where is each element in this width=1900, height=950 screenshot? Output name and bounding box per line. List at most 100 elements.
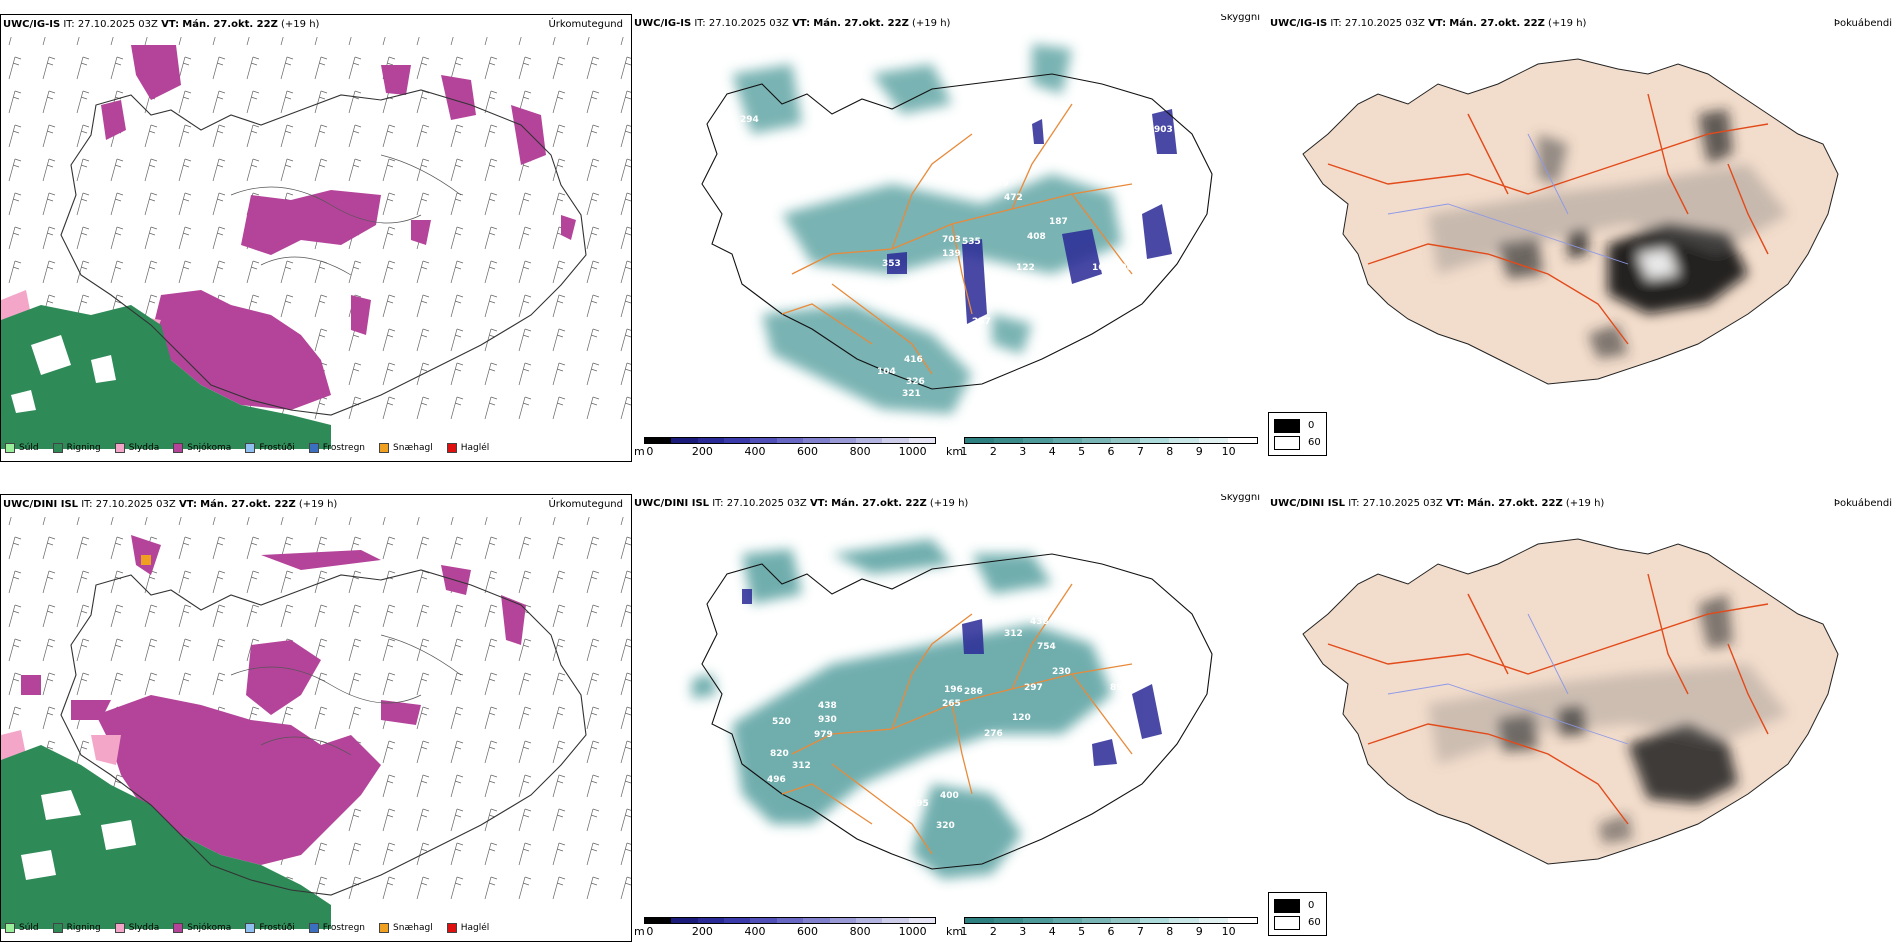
cloud-peak-label: 257	[972, 317, 991, 327]
cloud-peak-label: 903	[1154, 125, 1173, 135]
cloud-peak-label: 820	[770, 749, 789, 759]
panel-header: UWC/IG-IS IT: 27.10.2025 03Z VT: Mán. 27…	[1270, 18, 1892, 29]
cloud-peak-label: 472	[1004, 193, 1023, 203]
cloud-peak-label: 106	[1114, 263, 1133, 273]
cloud-peak-label: 520	[772, 717, 791, 727]
legend-item: 60	[1274, 434, 1321, 451]
legend-swatch	[114, 443, 125, 453]
tick-label: 3	[1019, 925, 1027, 938]
tick-label: 1000	[898, 925, 927, 938]
cloud-peak-label: 754	[1037, 642, 1056, 652]
visibility-map: 438 312 754 196 286 265 297 230 897 520 …	[692, 539, 1213, 879]
cloudbase-colorbar: m 0 200 400 600 800 1000	[634, 437, 936, 459]
parameter-title: Skyggni	[1220, 494, 1260, 503]
cloud-peak-label: 120	[1012, 713, 1031, 723]
panel-header: UWC/IG-IS IT: 27.10.2025 03Z VT: Mán. 27…	[3, 19, 623, 30]
legend-swatch	[245, 443, 256, 453]
cloud-peak-label: 312	[792, 761, 811, 771]
tick-label: 0	[646, 925, 654, 938]
legend-swatch	[173, 923, 184, 933]
cloud-peak-label: 276	[984, 729, 1003, 739]
visibility-colorbar-ticks: 1 2 3 4 5 6 7 8 9 10	[960, 445, 1258, 459]
cloud-peak-label: 161	[1092, 263, 1111, 273]
legend-item: 60	[1274, 914, 1321, 931]
tick-label: 4	[1048, 445, 1056, 458]
tick-label: 3	[1019, 445, 1027, 458]
legend-swatch	[52, 443, 63, 453]
legend-swatch	[5, 923, 15, 933]
tick-label: 400	[744, 445, 766, 458]
legend-swatch	[379, 923, 390, 933]
tick-label: 600	[797, 445, 819, 458]
visibility-colorbar-ticks: 1 2 3 4 5 6 7 8 9 10	[960, 925, 1258, 939]
legend-swatch	[173, 443, 184, 453]
legend-item: 0	[1274, 417, 1321, 434]
tick-label: 400	[744, 925, 766, 938]
cloud-peaks: 438 312 754 196 286 265 297 230 897 520 …	[767, 617, 1133, 831]
visibility-colorbar: km 1 2 3 4 5 6 7 8 9 10	[946, 437, 1258, 459]
precip-type-map	[1, 517, 631, 929]
cloud-peak-label: 187	[1049, 217, 1068, 227]
legend-swatch	[52, 923, 63, 933]
cloud-peak-label: 230	[1052, 667, 1071, 677]
tick-label: 6	[1107, 925, 1115, 938]
tick-label: 1000	[898, 445, 927, 458]
legend-item: Snjókoma	[173, 443, 231, 453]
precip-type-panel-1: UWC/IG-IS IT: 27.10.2025 03Z VT: Mán. 27…	[0, 14, 632, 462]
parameter-title: Úrkomutegund	[548, 499, 623, 510]
cloud-peak-label: 496	[767, 775, 786, 785]
legend-swatch	[1274, 435, 1300, 450]
legend-swatch	[308, 443, 319, 453]
tick-label: 800	[849, 925, 871, 938]
tick-label: 10	[1221, 445, 1236, 458]
cloud-peak-label: 294	[740, 115, 759, 125]
visibility-colorbar: km 1 2 3 4 5 6 7 8 9 10	[946, 917, 1258, 939]
visibility-colorbar-scale	[964, 917, 1258, 924]
tick-label: 10	[1221, 925, 1236, 938]
tick-label: 0	[646, 445, 654, 458]
tick-label: 2	[989, 445, 997, 458]
legend-item: 0	[1274, 897, 1321, 914]
cloudbase-colorbar: m 0 200 400 600 800 1000	[634, 917, 936, 939]
precip-type-legend: Súld Rigning Slydda Snjókoma Frostúði Fr…	[5, 443, 489, 453]
cloud-peak-label: 200	[1114, 122, 1133, 132]
tick-label: 8	[1166, 925, 1174, 938]
cloud-peak-label: 321	[902, 389, 921, 399]
tick-label: 2	[989, 925, 997, 938]
tick-label: 1	[960, 445, 968, 458]
precip-type-panel-2: UWC/DINI ISL IT: 27.10.2025 03Z VT: Mán.…	[0, 494, 632, 942]
visibility-map: 294 539 472 200 903 187 408 703 535 139 …	[701, 44, 1213, 414]
visibility-panel-2: UWC/DINI ISL IT: 27.10.2025 03Z VT: Mán.…	[632, 494, 1268, 942]
cloud-peak-label: 535	[962, 237, 981, 247]
cloud-peak-label: 139	[942, 249, 961, 259]
legend-swatch	[379, 443, 390, 453]
cloud-peak-label: 897	[1110, 683, 1129, 693]
tick-label: 8	[1166, 445, 1174, 458]
cloud-peak-label: 122	[1016, 263, 1035, 273]
legend-item: Rigning	[52, 923, 101, 933]
legend-swatch	[446, 443, 457, 453]
panel-header: UWC/DINI ISL IT: 27.10.2025 03Z VT: Mán.…	[1270, 498, 1892, 509]
tick-label: 7	[1136, 925, 1144, 938]
tick-label: 1	[960, 925, 968, 938]
legend-swatch	[446, 923, 457, 933]
cloud-peak-label: 438	[1030, 617, 1049, 627]
cloud-peak-label: 395	[910, 799, 929, 809]
panel-header: UWC/IG-IS IT: 27.10.2025 03Z VT: Mán. 27…	[634, 14, 1260, 29]
visibility-panel-1: UWC/IG-IS IT: 27.10.2025 03Z VT: Mán. 27…	[632, 14, 1268, 462]
cloud-peak-label: 438	[818, 701, 837, 711]
fog-panel-2: UWC/DINI ISL IT: 27.10.2025 03Z VT: Mán.…	[1268, 494, 1900, 894]
cloudbase-colorbar-ticks: 0 200 400 600 800 1000	[644, 925, 936, 939]
precip-type-map	[1, 37, 631, 449]
cloudbase-colorbar-ticks: 0 200 400 600 800 1000	[644, 445, 936, 459]
cloud-peak-label: 400	[940, 791, 959, 801]
fog-index-legend-2: 0 60	[1268, 892, 1327, 936]
tick-label: 4	[1048, 925, 1056, 938]
fog-index-map	[1302, 538, 1839, 865]
precip-type-legend: Súld Rigning Slydda Snjókoma Frostúði Fr…	[5, 923, 489, 933]
legend-item: Snæhagl	[379, 923, 433, 933]
tick-label: 5	[1078, 925, 1086, 938]
fog-index-legend-1: 0 60	[1268, 412, 1327, 456]
legend-item: Slydda	[114, 443, 159, 453]
legend-item: Haglél	[446, 923, 489, 933]
